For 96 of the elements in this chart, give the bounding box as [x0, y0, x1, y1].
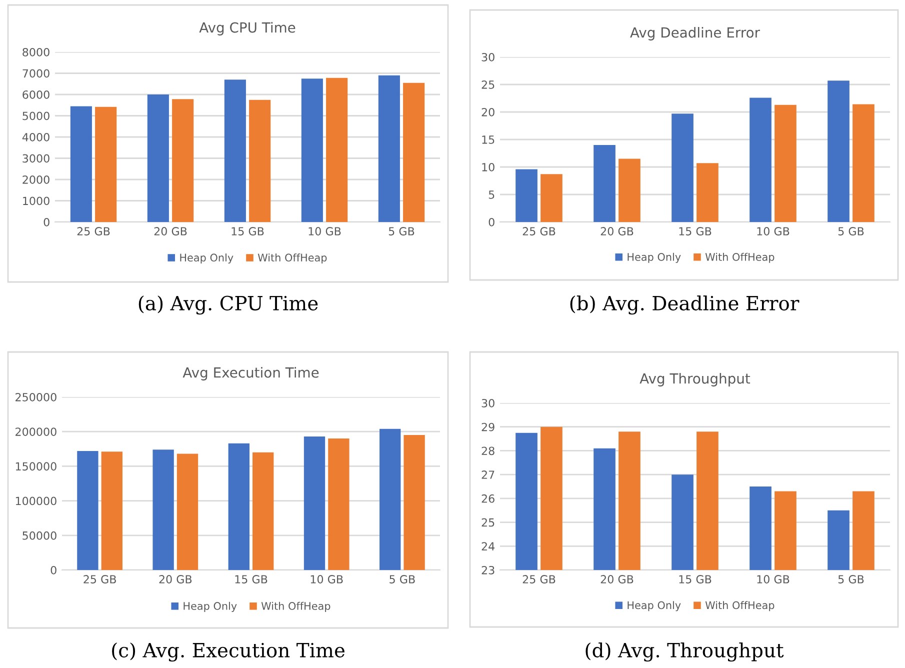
legend-label: Heap Only: [180, 253, 234, 264]
bar: [696, 163, 718, 222]
x-tick-label: 25 GB: [522, 227, 556, 236]
bar: [594, 145, 616, 222]
y-tick-label: 7000: [22, 69, 50, 78]
y-tick-label: 29: [482, 422, 494, 432]
y-tick-label: 30: [482, 52, 494, 62]
bar: [540, 174, 562, 222]
x-tick-label: 5 GB: [390, 575, 415, 584]
bar: [101, 452, 122, 570]
chart-title: Avg CPU Time: [199, 22, 296, 36]
bar: [304, 436, 326, 570]
bar: [378, 75, 400, 222]
y-tick-label: 30: [482, 398, 494, 408]
bar: [403, 82, 425, 222]
x-tick-label: 15 GB: [232, 227, 264, 236]
y-tick-label: 5: [488, 190, 494, 199]
bar: [618, 158, 640, 222]
y-tick-label: 50000: [22, 531, 56, 540]
y-tick-label: 1000: [23, 196, 50, 206]
bar: [147, 94, 169, 222]
bar: [95, 106, 117, 222]
x-tick-label: 20 GB: [154, 227, 187, 236]
x-tick-label: 20 GB: [159, 575, 192, 584]
chart-title: Avg Deadline Error: [630, 27, 760, 40]
legend-label: With OffHeap: [705, 252, 774, 263]
y-tick-label: 28: [482, 446, 494, 456]
x-tick-label: 25 GB: [84, 575, 116, 584]
y-tick-label: 250000: [16, 392, 56, 402]
x-tick-label: 10 GB: [308, 227, 341, 236]
text: (d) Avg. Throughput: [586, 642, 784, 662]
bar: [228, 443, 250, 570]
x-tick-label: 15 GB: [679, 575, 712, 584]
x-tick-label: 10 GB: [757, 227, 790, 236]
y-tick-label: 0: [488, 218, 494, 226]
bar: [750, 98, 772, 222]
x-tick-label: 25 GB: [77, 227, 110, 236]
y-tick-label: 10: [482, 162, 494, 172]
x-tick-label: 10 GB: [310, 575, 343, 584]
y-tick-label: 2000: [22, 175, 50, 184]
legend-label: Heap Only: [628, 252, 681, 263]
y-tick-label: 27: [482, 470, 494, 479]
y-tick-label: 26: [482, 494, 494, 503]
y-tick-label: 8000: [22, 48, 50, 56]
y-tick-label: 4000: [22, 132, 50, 142]
x-tick-label: 25 GB: [522, 575, 556, 584]
y-tick-label: 3000: [22, 154, 50, 163]
y-tick-label: 100000: [16, 496, 56, 506]
x-tick-label: 15 GB: [235, 575, 268, 584]
y-tick-label: 20: [482, 108, 494, 116]
bar: [70, 106, 92, 222]
bar: [172, 99, 194, 222]
bar: [672, 114, 694, 222]
y-tick-label: 25: [482, 80, 494, 89]
x-tick-label: 5 GB: [838, 227, 864, 236]
legend-label: Heap Only: [184, 602, 237, 612]
bar: [224, 80, 246, 222]
y-tick-label: 0: [50, 566, 56, 574]
x-tick-label: 20 GB: [600, 227, 634, 236]
chart-title: Avg Execution Time: [182, 367, 319, 380]
x-tick-label: 15 GB: [679, 227, 712, 236]
legend-label: With OffHeap: [705, 601, 774, 612]
y-tick-label: 24: [482, 542, 495, 550]
bar: [326, 78, 348, 222]
text: (b) Avg. Deadline Error: [570, 295, 800, 315]
bar: [152, 450, 174, 570]
text: (c) Avg. Execution Time: [112, 642, 345, 662]
x-tick-label: 20 GB: [600, 575, 634, 584]
x-tick-label: 5 GB: [388, 227, 414, 236]
bar: [380, 428, 401, 570]
bar: [828, 80, 850, 222]
legend-label: Heap Only: [628, 601, 681, 612]
text: (a) Avg. CPU Time: [138, 295, 318, 315]
bar: [328, 438, 350, 570]
y-tick-label: 150000: [16, 462, 56, 471]
bar: [176, 454, 198, 570]
bar: [301, 78, 323, 222]
y-tick-label: 15: [482, 136, 494, 144]
chart-title: Avg Throughput: [640, 373, 750, 386]
x-tick-label: 10 GB: [757, 575, 790, 584]
bar: [404, 435, 425, 570]
y-tick-label: 6000: [22, 90, 50, 99]
y-tick-label: 25: [482, 518, 494, 527]
legend-label: With OffHeap: [258, 253, 327, 264]
y-tick-label: 23: [482, 566, 494, 574]
bar: [77, 450, 98, 570]
x-tick-label: 5 GB: [838, 575, 864, 584]
bar: [516, 169, 538, 222]
bar: [249, 100, 271, 222]
legend-label: With OffHeap: [261, 602, 330, 612]
bar: [252, 452, 274, 570]
y-tick-label: 0: [44, 218, 50, 226]
y-tick-label: 5000: [22, 112, 50, 120]
y-tick-label: 200000: [16, 428, 56, 436]
bar: [774, 104, 796, 222]
bar: [852, 104, 874, 222]
